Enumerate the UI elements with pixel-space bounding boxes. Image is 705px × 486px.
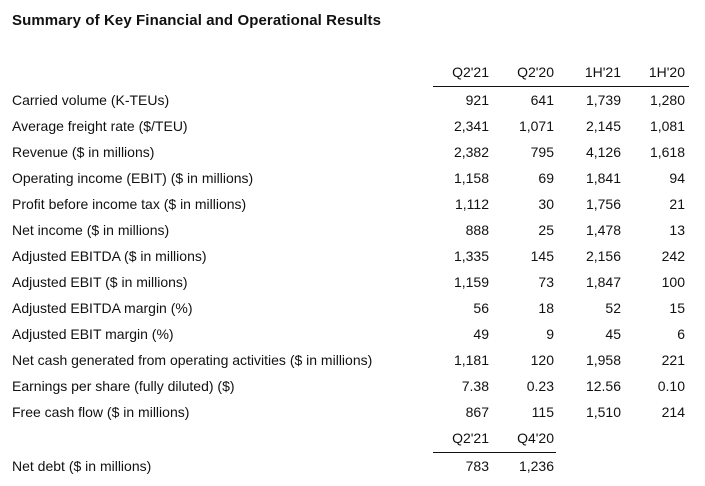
debt-header-rule: [433, 452, 556, 453]
cell: 242: [661, 248, 685, 264]
cell: 0.23: [526, 378, 554, 394]
cell: 221: [661, 352, 685, 368]
cell: 56: [473, 300, 489, 316]
table-row: Free cash flow ($ in millions) 867 115 1…: [0, 404, 705, 428]
cell: 783: [465, 458, 489, 474]
cell: 888: [465, 222, 489, 238]
cell: 1,478: [585, 222, 621, 238]
table-row: Adjusted EBIT ($ in millions) 1,159 73 1…: [0, 274, 705, 298]
page-title: Summary of Key Financial and Operational…: [12, 12, 382, 29]
cell: 2,341: [453, 118, 489, 134]
cell: 1,958: [585, 352, 621, 368]
row-label: Adjusted EBITDA margin (%): [12, 300, 193, 316]
cell: 30: [538, 196, 554, 212]
table-row: Carried volume (K-TEUs) 921 641 1,739 1,…: [0, 92, 705, 116]
cell: 25: [538, 222, 554, 238]
cell: 1,158: [453, 170, 489, 186]
cell: 1,335: [453, 248, 489, 264]
debt-table-header: Q2'21 Q4'20: [0, 430, 705, 454]
cell: 2,156: [585, 248, 621, 264]
cell: 145: [530, 248, 554, 264]
cell: 867: [465, 404, 489, 420]
row-label: Average freight rate ($/TEU): [12, 118, 188, 134]
cell: 69: [538, 170, 554, 186]
table-row: Operating income (EBIT) ($ in millions) …: [0, 170, 705, 194]
table-row: Adjusted EBITDA ($ in millions) 1,335 14…: [0, 248, 705, 272]
column-header: Q4'20: [517, 430, 554, 446]
cell: 1,739: [585, 92, 621, 108]
cell: 214: [661, 404, 685, 420]
cell: 6: [677, 326, 685, 342]
cell: 12.56: [585, 378, 621, 394]
row-label: Net income ($ in millions): [12, 222, 170, 238]
cell: 1,159: [453, 274, 489, 290]
cell: 1,756: [585, 196, 621, 212]
row-label: Net cash generated from operating activi…: [12, 352, 373, 368]
cell: 21: [669, 196, 685, 212]
cell: 73: [538, 274, 554, 290]
table-header: Q2'21 Q2'20 1H'21 1H'20: [0, 64, 705, 88]
cell: 1,280: [649, 92, 685, 108]
cell: 115: [531, 404, 554, 420]
table-row: Net debt ($ in millions) 783 1,236: [0, 458, 705, 482]
cell: 1,847: [585, 274, 621, 290]
cell: 9: [546, 326, 554, 342]
cell: 52: [605, 300, 621, 316]
row-label: Carried volume (K-TEUs): [12, 92, 170, 108]
cell: 0.10: [657, 378, 685, 394]
cell: 7.38: [461, 378, 489, 394]
cell: 1,181: [453, 352, 489, 368]
cell: 49: [473, 326, 489, 342]
table-row: Average freight rate ($/TEU) 2,341 1,071…: [0, 118, 705, 142]
row-label: Revenue ($ in millions): [12, 144, 155, 160]
cell: 18: [538, 300, 554, 316]
header-rule: [433, 86, 689, 87]
table-row: Revenue ($ in millions) 2,382 795 4,126 …: [0, 144, 705, 168]
cell: 94: [669, 170, 685, 186]
table-row: Net cash generated from operating activi…: [0, 352, 705, 376]
table-row: Net income ($ in millions) 888 25 1,478 …: [0, 222, 705, 246]
table-row: Profit before income tax ($ in millions)…: [0, 196, 705, 220]
table-row: Earnings per share (fully diluted) ($) 7…: [0, 378, 705, 402]
row-label: Profit before income tax ($ in millions): [12, 196, 247, 212]
cell: 13: [669, 222, 685, 238]
row-label: Net debt ($ in millions): [12, 458, 152, 474]
column-header: Q2'21: [452, 64, 489, 80]
column-header: Q2'21: [452, 430, 489, 446]
cell: 4,126: [585, 144, 621, 160]
table-row: Adjusted EBITDA margin (%) 56 18 52 15: [0, 300, 705, 324]
cell: 795: [530, 144, 554, 160]
cell: 641: [530, 92, 554, 108]
cell: 15: [669, 300, 685, 316]
row-label: Free cash flow ($ in millions): [12, 404, 190, 420]
cell: 100: [661, 274, 685, 290]
cell: 1,081: [649, 118, 685, 134]
cell: 1,841: [585, 170, 621, 186]
cell: 2,145: [585, 118, 621, 134]
table-row: Adjusted EBIT margin (%) 49 9 45 6: [0, 326, 705, 350]
row-label: Earnings per share (fully diluted) ($): [12, 378, 235, 394]
cell: 1,510: [585, 404, 621, 420]
cell: 1,112: [455, 196, 489, 212]
column-header: 1H'20: [648, 64, 685, 80]
cell: 1,618: [649, 144, 685, 160]
cell: 921: [465, 92, 489, 108]
cell: 45: [605, 326, 621, 342]
cell: 1,071: [518, 118, 554, 134]
cell: 120: [530, 352, 554, 368]
row-label: Operating income (EBIT) ($ in millions): [12, 170, 254, 186]
cell: 1,236: [518, 458, 554, 474]
row-label: Adjusted EBIT ($ in millions): [12, 274, 188, 290]
row-label: Adjusted EBIT margin (%): [12, 326, 174, 342]
column-header: 1H'21: [584, 64, 621, 80]
column-header: Q2'20: [517, 64, 554, 80]
cell: 2,382: [453, 144, 489, 160]
row-label: Adjusted EBITDA ($ in millions): [12, 248, 207, 264]
